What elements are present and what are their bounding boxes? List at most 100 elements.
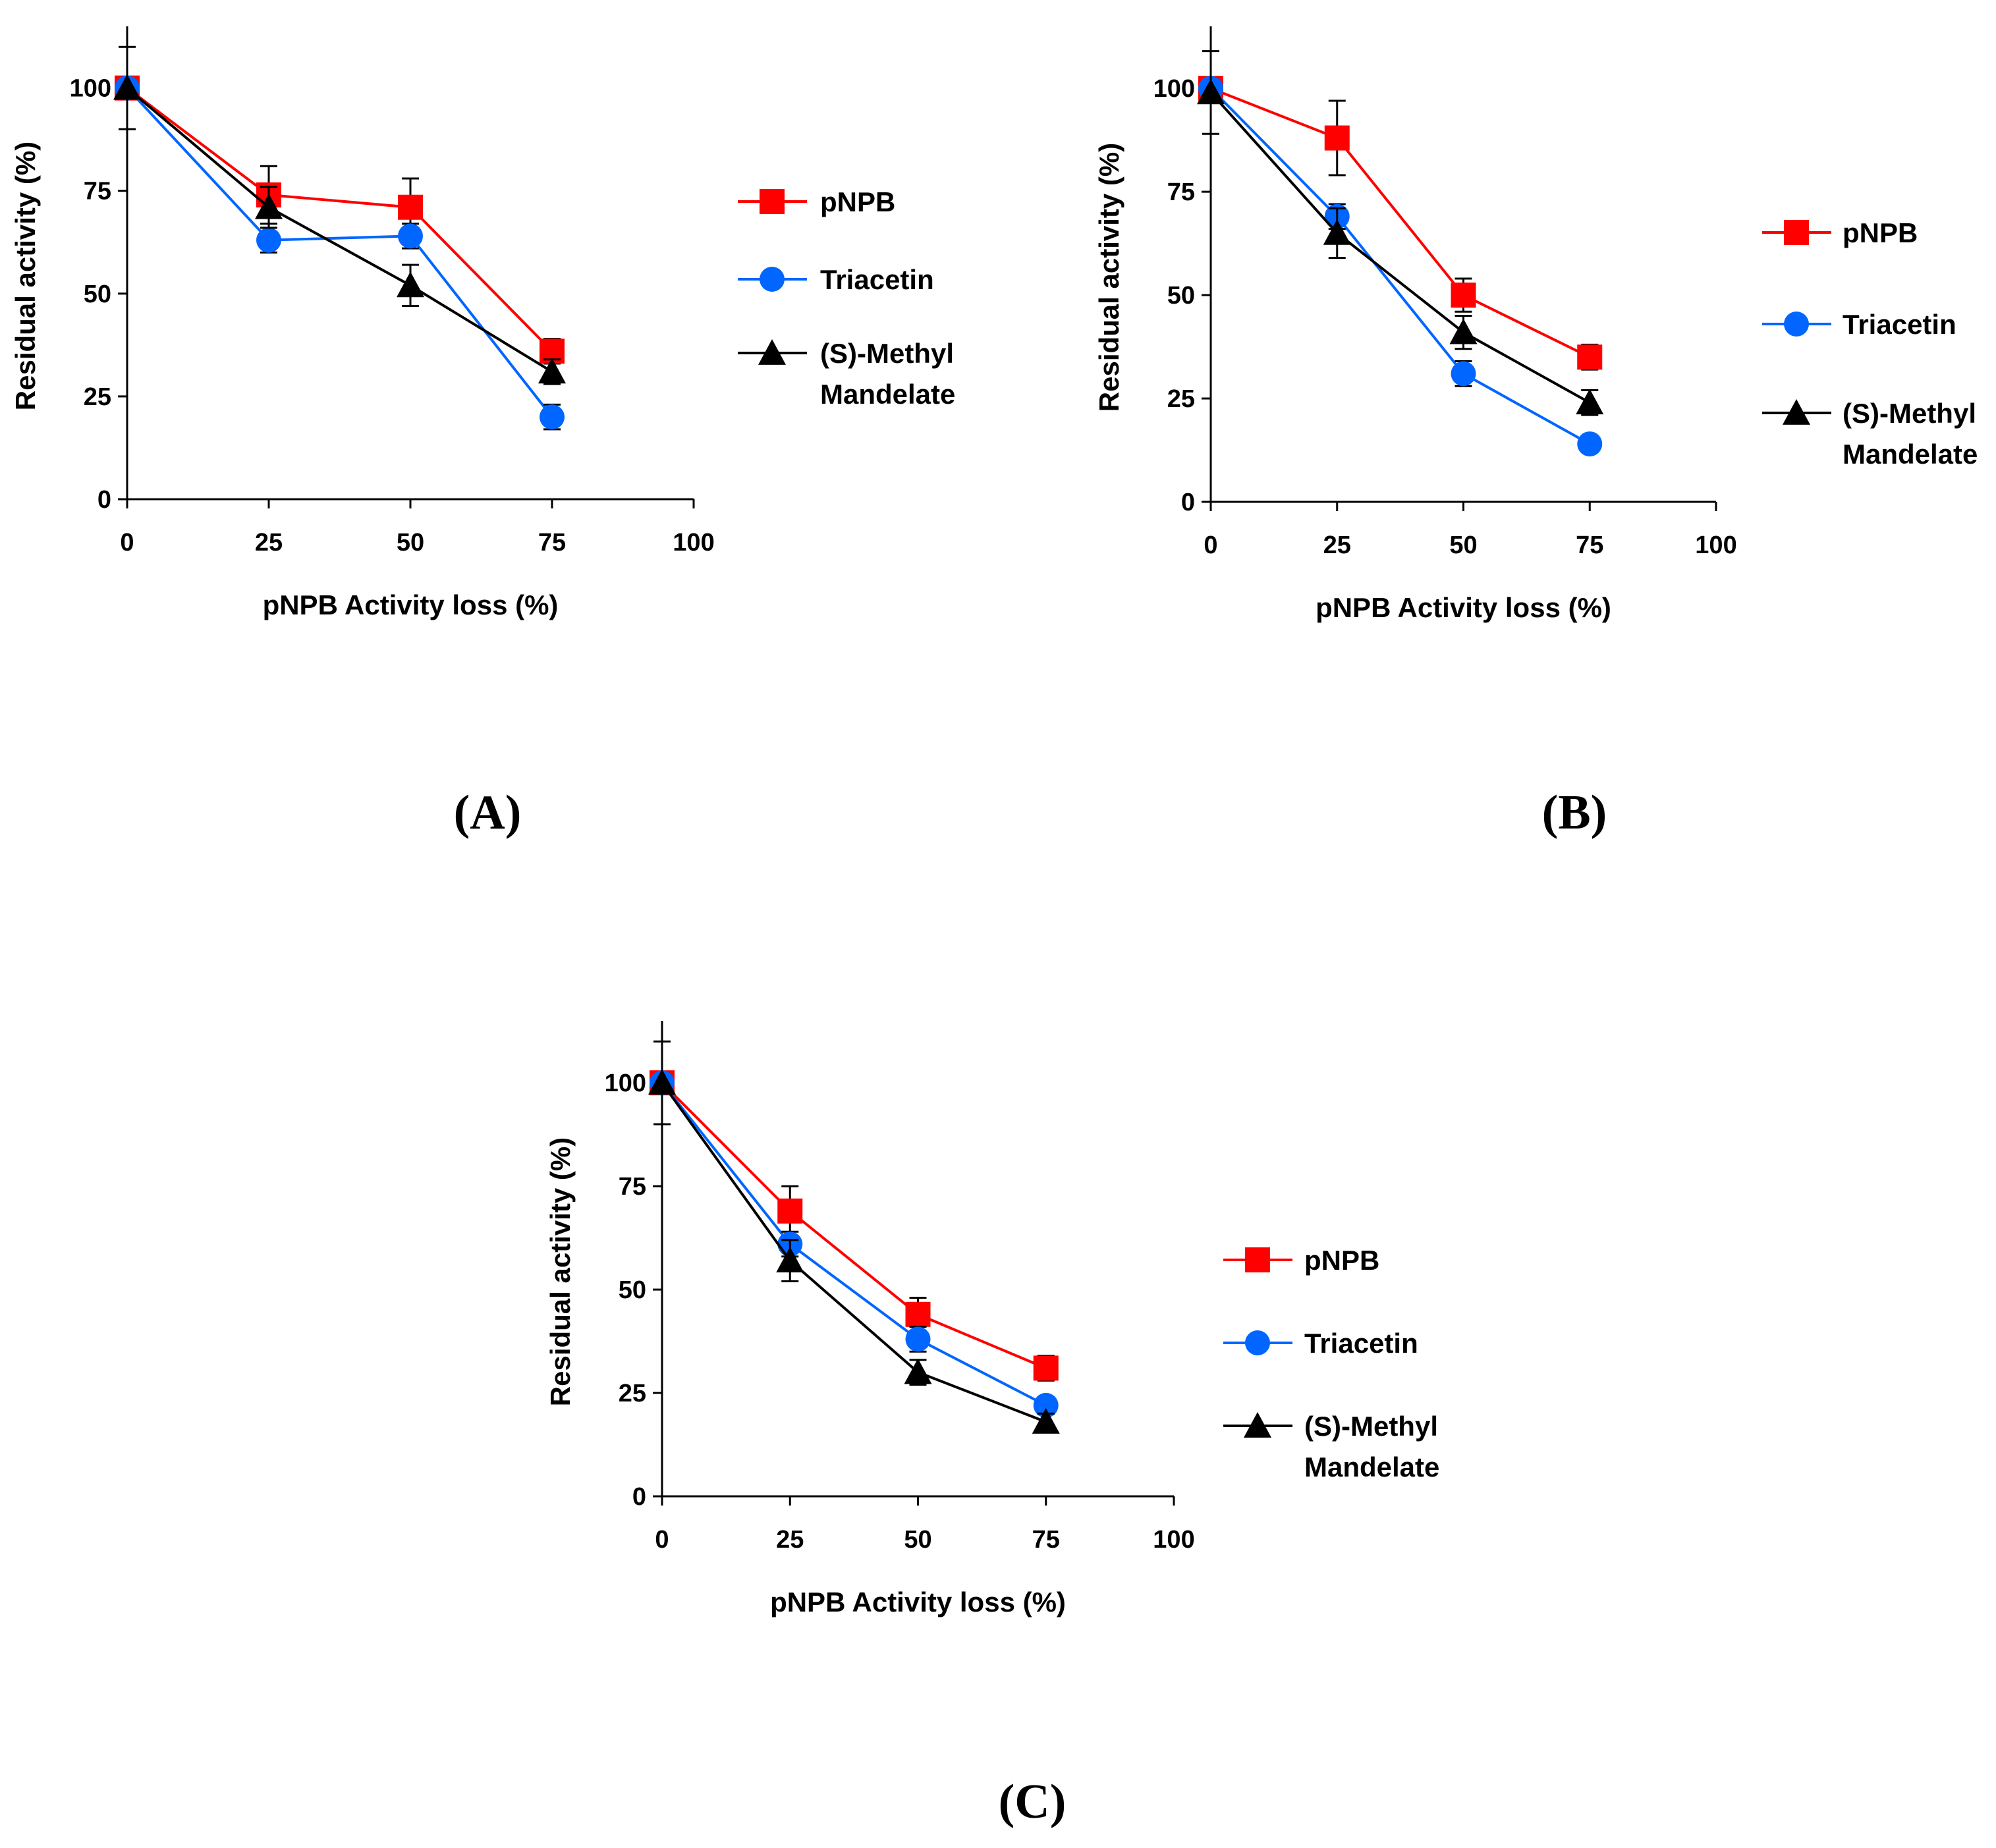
series-line [126,87,553,373]
x-axis-title: pNPB Activity loss (%) [263,589,559,620]
legend-marker-circle [760,267,785,292]
data-point-circle [1451,361,1476,387]
legend-item: Triacetin [738,264,934,295]
data-point-circle [905,1326,931,1352]
data-point-triangle [1449,318,1478,344]
legend-label: (S)-Methyl [820,338,954,369]
x-axis-title: pNPB Activity loss (%) [1316,592,1611,623]
y-tick-label: 50 [1167,282,1195,310]
data-point-square [1033,1355,1059,1381]
x-tick-label: 75 [1032,1526,1060,1554]
y-tick-label: 0 [97,486,111,514]
x-tick-label: 0 [120,529,134,557]
legend-label: pNPB [1304,1245,1379,1276]
y-tick-label: 25 [1167,385,1195,413]
series-triangle [113,45,566,385]
series-square [115,75,565,365]
y-tick-label: 25 [619,1380,646,1407]
data-point-triangle [1576,389,1604,415]
x-tick-label: 75 [1576,531,1603,559]
x-tick-label: 25 [1323,531,1351,559]
legend-marker-triangle [758,339,786,365]
data-point-triangle [113,74,141,100]
series-square [650,1070,1059,1382]
y-tick-label: 50 [84,281,111,308]
series-square [1198,76,1603,371]
y-tick-label: 100 [70,75,111,103]
x-tick-label: 50 [397,529,424,557]
series-line [661,1081,1047,1370]
y-tick-label: 0 [632,1483,646,1511]
legend: pNPB Triacetin (S)-Methyl Mandelate [1223,1245,1439,1482]
legend-item: Triacetin [1223,1328,1418,1359]
data-point-circle [398,223,423,249]
data-point-square [1577,344,1603,370]
y-tick-label: 100 [1153,75,1195,103]
series-line [661,1082,1047,1423]
legend-item: pNPB [1223,1245,1379,1276]
legend-marker-circle [1784,312,1809,337]
legend-label: Mandelate [820,379,955,410]
legend-item: pNPB [1762,217,1918,248]
data-point-triangle [1323,219,1351,245]
data-point-square [1451,283,1476,308]
legend-item: (S)-Methyl Mandelate [1762,398,1978,470]
data-point-triangle [904,1358,932,1384]
data-point-circle [256,227,281,253]
data-point-square [777,1198,803,1224]
data-point-triangle [538,358,566,384]
x-tick-label: 0 [1204,531,1217,559]
legend-marker-square [1784,220,1809,245]
y-tick-label: 75 [619,1173,646,1201]
data-point-square [398,194,423,220]
data-point-triangle [648,1069,676,1095]
data-point-circle [540,404,565,430]
legend: pNPB Triacetin (S)-Methyl Mandelate [738,186,955,410]
chart-panel-c: 0 25 50 75 100 0 25 50 75 100 pNPB Activity loss (… [545,1021,1439,1829]
x-tick-label: 75 [538,529,566,557]
series-line [661,1081,1047,1407]
panel-label: (B) [1542,786,1607,840]
legend-label: (S)-Methyl [1843,398,1976,429]
legend-label: (S)-Methyl [1304,1411,1438,1442]
y-axis-title: Residual activity (%) [10,142,41,410]
x-tick-label: 50 [1449,531,1477,559]
data-point-circle [1577,431,1603,457]
x-tick-label: 25 [776,1526,804,1554]
legend-item: (S)-Methyl Mandelate [738,338,955,410]
panel-label: (A) [454,786,522,840]
data-point-square [905,1301,931,1327]
legend-label: Triacetin [1843,309,1956,340]
series-triangle [1197,50,1604,416]
chart-panel-b: 0 25 50 75 100 0 25 50 75 100 pNPB Activity loss (… [1094,26,1978,840]
y-tick-label: 0 [1181,489,1195,516]
x-tick-label: 50 [904,1526,931,1554]
legend-label: pNPB [1843,217,1918,248]
legend-item: pNPB [738,186,895,217]
x-tick-label: 25 [255,529,283,557]
y-tick-label: 100 [605,1070,646,1097]
legend-item: (S)-Methyl Mandelate [1223,1411,1439,1482]
y-tick-label: 50 [619,1276,646,1304]
legend-label: Triacetin [820,264,934,295]
legend-marker-triangle [1244,1412,1271,1438]
y-axis-title: Residual activity (%) [1094,143,1124,412]
x-tick-label: 100 [1153,1526,1194,1554]
data-point-triangle [1032,1407,1060,1434]
y-tick-label: 75 [1167,178,1195,206]
series-triangle [648,1040,1060,1434]
chart-panel-a: 0 25 50 75 100 0 25 50 75 100 pNPB Activity loss (… [10,26,955,840]
x-tick-label: 100 [673,529,714,557]
series-circle [1198,76,1603,457]
legend-marker-square [1245,1247,1270,1272]
y-tick-label: 25 [84,383,111,411]
data-point-triangle [776,1247,804,1272]
series-line [126,87,553,418]
legend-label: Mandelate [1304,1452,1439,1482]
data-point-triangle [255,193,283,219]
x-axis-title: pNPB Activity loss (%) [770,1587,1066,1617]
series-line [126,87,553,352]
series-line [1209,87,1591,445]
y-tick-label: 75 [84,178,111,205]
